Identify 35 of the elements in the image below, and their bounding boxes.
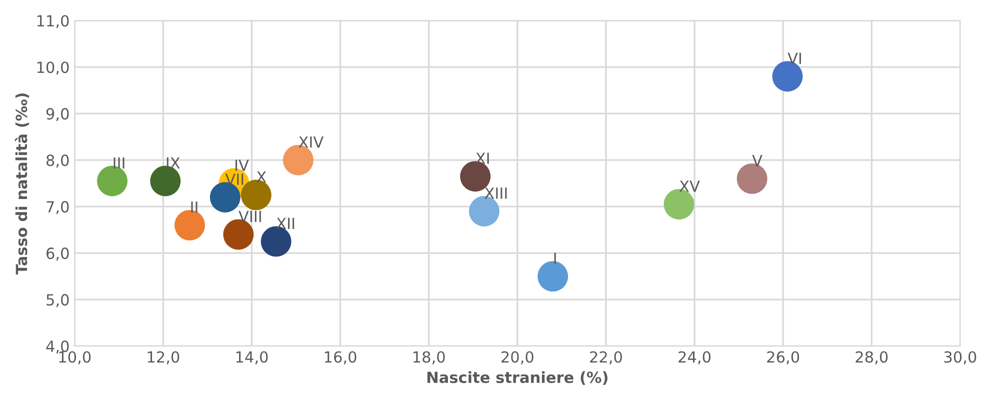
series-label: VIII <box>238 210 261 222</box>
series-label: I <box>554 252 556 264</box>
y-tick-label: 7,0 <box>46 201 69 214</box>
x-tick-label: 16,0 <box>324 351 356 364</box>
y-tick-label: 10,0 <box>37 62 69 75</box>
y-tick-label: 9,0 <box>46 108 69 122</box>
series-label: XIV <box>298 136 324 148</box>
y-axis-title: Tasso di natalità (‰) <box>14 93 30 274</box>
x-tick-label: 28,0 <box>856 351 888 364</box>
series-label: XII <box>276 218 294 229</box>
x-tick-label: 18,0 <box>414 351 445 364</box>
x-tick-label: 14,0 <box>236 351 268 364</box>
series-label: X <box>256 171 266 182</box>
series-label: IV <box>236 160 249 171</box>
y-tick-label: 6,0 <box>46 248 69 261</box>
series-label: VII <box>225 174 244 185</box>
x-tick-label: 30,0 <box>944 351 976 364</box>
series-label: XI <box>476 152 489 164</box>
x-tick-label: 26,0 <box>767 351 800 364</box>
series-label: III <box>114 157 124 169</box>
series-label: VI <box>788 52 801 64</box>
y-tick-label: 8,0 <box>46 154 69 168</box>
x-tick-label: 22,0 <box>590 351 622 364</box>
series-label: XIII <box>484 188 507 199</box>
series-label: IX <box>166 157 180 169</box>
x-tick-label: 12,0 <box>148 351 180 364</box>
x-tick-label: 24,0 <box>678 351 711 364</box>
series-label: V <box>752 155 762 166</box>
series-label: XV <box>679 180 700 192</box>
x-axis-title: Nascite straniere (%) <box>427 371 608 385</box>
x-tick-label: 20,0 <box>502 351 534 364</box>
point <box>538 261 568 292</box>
series-label: II <box>191 202 198 213</box>
y-tick-label: 5,0 <box>46 294 69 308</box>
y-tick-label: 11,0 <box>37 15 69 28</box>
